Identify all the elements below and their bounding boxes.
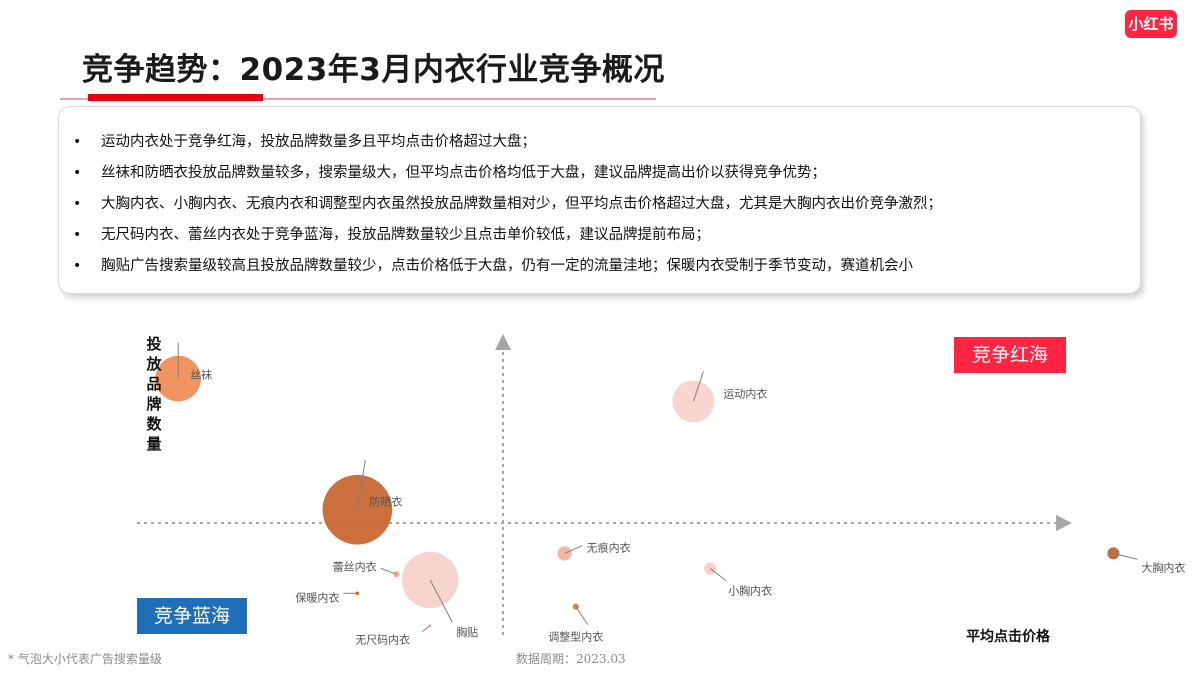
bubble-size-footnote: * 气泡大小代表广告搜索量级 (8, 652, 162, 666)
summary-item: 无尺码内衣、蕾丝内衣处于竞争蓝海，投放品牌数量较少且点击单价较低，建议品牌提前布… (59, 220, 1140, 251)
bubble-保暖内衣 (355, 591, 360, 596)
y-axis-label: 投放品牌数量 (146, 335, 162, 453)
leader-line-无尺码内衣 (421, 625, 431, 632)
page-title: 竞争趋势：2023年3月内衣行业竞争概况 (82, 52, 665, 88)
quadrant-blue-ocean-badge: 竞争蓝海 (137, 598, 247, 634)
data-period: 数据周期：2023.03 (516, 652, 626, 666)
bubble-label-运动内衣: 运动内衣 (723, 386, 767, 400)
title-accent-bar (88, 94, 263, 101)
bubble-label-丝袜: 丝袜 (190, 368, 212, 382)
bubble-label-保暖内衣: 保暖内衣 (295, 590, 339, 604)
bubble-label-无痕内衣: 无痕内衣 (587, 540, 631, 554)
quadrant-red-ocean-badge: 竞争红海 (954, 337, 1066, 373)
summary-item: 运动内衣处于竞争红海，投放品牌数量多且平均点击价格超过大盘； (59, 127, 1140, 158)
leader-line-蕾丝内衣 (380, 567, 397, 575)
summary-item: 丝袜和防晒衣投放品牌数量较多，搜索量级大，但平均点击价格均低于大盘，建议品牌提高… (59, 158, 1140, 189)
bubble-丝袜 (155, 355, 201, 402)
bubble-label-大胸内衣: 大胸内衣 (1141, 560, 1185, 574)
x-axis-label: 平均点击价格 (966, 629, 1050, 645)
summary-item: 大胸内衣、小胸内衣、无痕内衣和调整型内衣虽然投放品牌数量相对少，但平均点击价格超… (59, 189, 1140, 220)
leader-line-防晒衣 (356, 459, 366, 510)
bubble-label-调整型内衣: 调整型内衣 (548, 630, 603, 644)
leader-line-胸贴 (429, 579, 453, 623)
title-underline (60, 98, 656, 100)
bubble-label-无尺码内衣: 无尺码内衣 (355, 633, 410, 645)
bubble-label-蕾丝内衣: 蕾丝内衣 (333, 559, 377, 573)
leader-line-运动内衣 (692, 371, 704, 402)
xiaohongshu-logo: 小红书 (1125, 10, 1177, 38)
bubble-label-防晒衣: 防晒衣 (369, 495, 402, 509)
summary-panel: 运动内衣处于竞争红海，投放品牌数量多且平均点击价格超过大盘； 丝袜和防晒衣投放品… (58, 106, 1141, 294)
summary-item: 胸贴广告搜索量级较高且投放品牌数量较少，点击价格低于大盘，仍有一定的流量洼地；保… (59, 251, 1140, 282)
leader-line-调整型内衣 (575, 606, 589, 625)
bubble-label-小胸内衣: 小胸内衣 (728, 584, 772, 598)
leader-line-小胸内衣 (709, 568, 727, 581)
bubble-label-胸贴: 胸贴 (456, 625, 478, 639)
leader-line-无痕内衣 (564, 544, 583, 554)
summary-list: 运动内衣处于竞争红海，投放品牌数量多且平均点击价格超过大盘； 丝袜和防晒衣投放品… (59, 107, 1140, 282)
leader-line-大胸内衣 (1113, 552, 1138, 560)
